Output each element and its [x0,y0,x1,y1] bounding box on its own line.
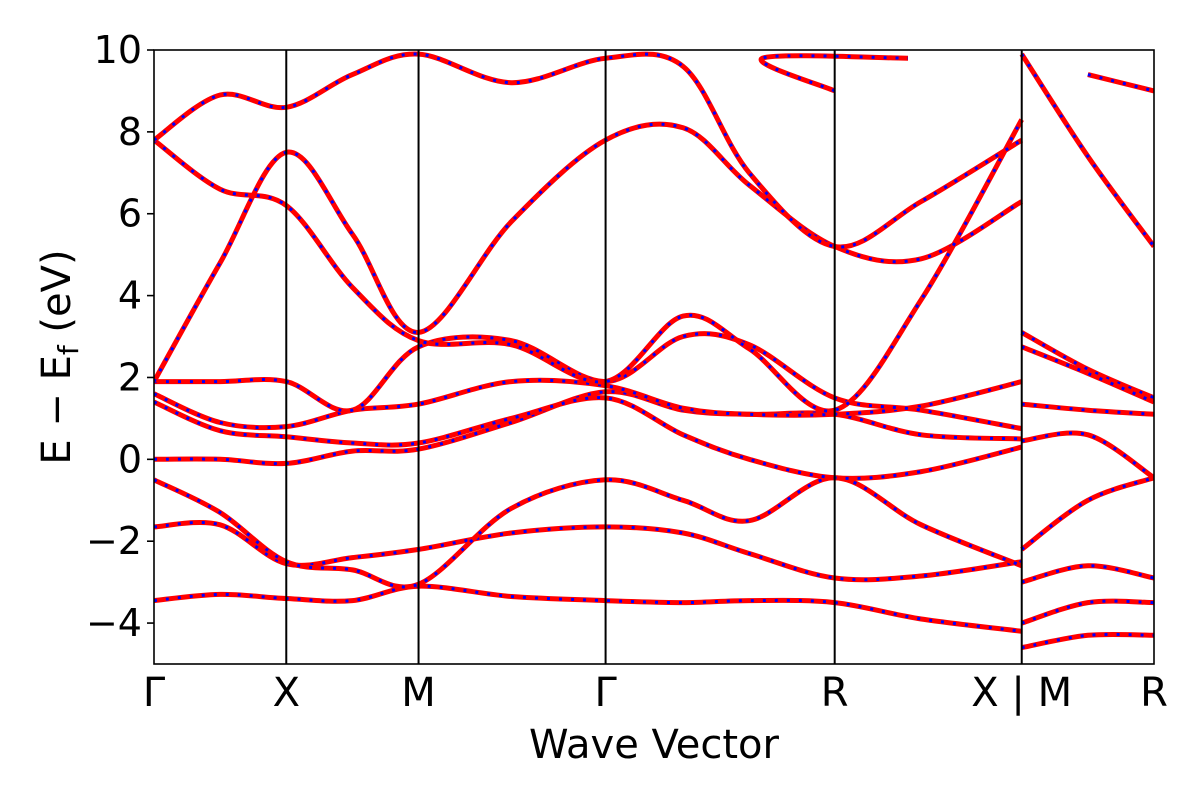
band-line-dashed-8 [154,118,1024,413]
y-tick-label-5: 6 [118,192,142,236]
band-line-1 [154,520,1023,583]
kpoint-label-5: X | M [971,670,1072,716]
band-line-5 [154,377,1023,431]
band-line-dashed-2 [154,476,1023,589]
band-line-13 [1021,430,1154,480]
y-tick-label-1: −2 [86,519,142,563]
y-axis-ticks: −4 −2 0 2 4 6 8 10 [86,28,154,645]
band-line-dashed-14 [1020,476,1154,551]
y-tick-label-0: −4 [86,601,142,645]
band-line-2 [154,475,1023,590]
band-line-0 [154,583,1023,634]
high-symmetry-lines [285,50,1023,664]
plot-frame [153,49,1155,665]
band-line-dashed-18 [1020,53,1154,248]
band-line-dashed-15 [1021,564,1154,584]
y-tick-label-2: 0 [118,437,142,481]
y-axis-label: E − Ef (eV) [34,249,85,464]
y-tick-label-3: 2 [118,355,142,399]
x-axis-kpoint-labels: Γ X M Γ R X | M R [143,670,1168,716]
y-tick-label-7: 10 [94,28,142,72]
band-lines [154,51,1154,651]
kpoint-label-4: R [821,670,849,716]
band-line-dashed-13 [1021,431,1154,480]
y-axis-label-unit: (eV) [34,249,80,345]
band-line-dashed-16 [1021,599,1154,625]
band-line-20 [1087,72,1154,94]
band-line-15 [1021,563,1154,585]
kpoint-label-6: R [1140,670,1168,716]
band-line-19 [758,53,909,94]
band-line-dashed-1 [154,521,1022,582]
band-line-16 [1020,598,1154,626]
kpoint-label-2: M [401,670,436,716]
band-line-dashed-5 [154,378,1023,430]
y-tick-label-6: 8 [118,110,142,154]
kpoint-label-3: Γ [594,670,617,716]
y-axis-label-main: E − E [34,355,80,465]
y-tick-label-4: 4 [118,274,142,318]
kpoint-label-0: Γ [143,670,166,716]
band-line-8 [154,118,1024,414]
y-axis-label-subscript: f [52,344,85,355]
band-line-dashed-0 [154,584,1022,633]
band-line-18 [1019,52,1154,248]
band-line-17 [1021,631,1154,651]
band-line-12 [1021,401,1154,417]
band-line-14 [1020,475,1154,552]
band-line-10 [1020,330,1154,401]
kpoint-label-1: X [273,670,300,716]
band-line-11 [1020,344,1154,405]
x-axis-label: Wave Vector [529,722,780,768]
